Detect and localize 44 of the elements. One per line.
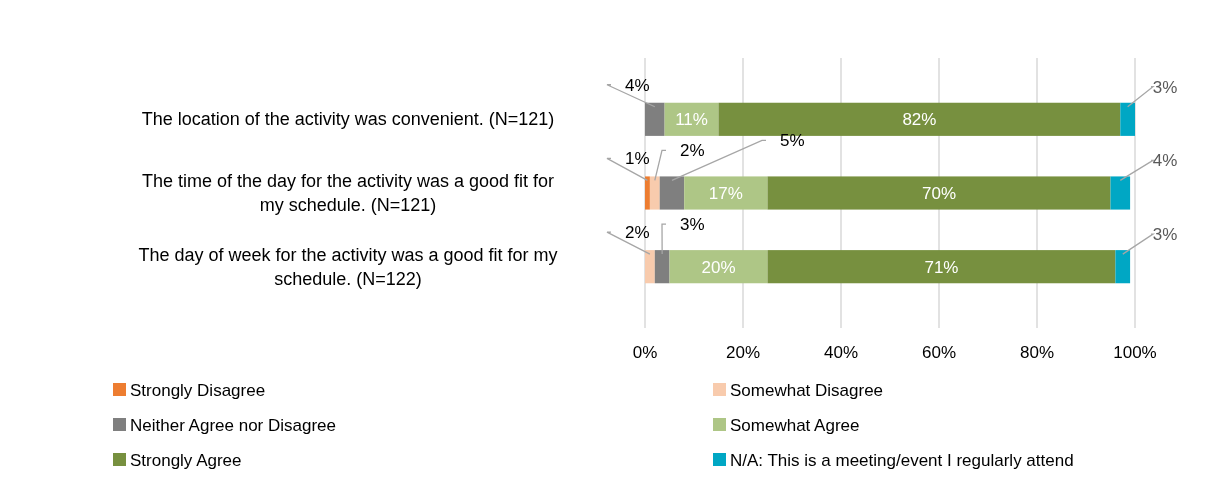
bar (645, 102, 665, 136)
data-label: 71% (924, 257, 959, 277)
data-label: 1% (625, 149, 650, 169)
data-label: 20% (701, 257, 736, 277)
bar (645, 176, 650, 210)
legend-label: Somewhat Disagree (730, 381, 884, 400)
data-label: 3% (1152, 225, 1178, 245)
data-label: 11% (675, 110, 708, 130)
bar (654, 250, 670, 284)
x-tick-label: 80% (1019, 343, 1055, 362)
x-tick-label: 0% (632, 343, 658, 362)
y-tick-label: The location of the activity was convenient. (N=121) (141, 109, 555, 130)
data-label: 4% (1152, 151, 1178, 171)
data-label: 2% (680, 141, 705, 161)
legend-label: Strongly Disagree (130, 381, 266, 400)
data-label: 17% (708, 184, 743, 203)
bar (767, 176, 1111, 210)
legend-label: Strongly Agree (130, 451, 242, 470)
data-label: 4% (625, 75, 650, 95)
x-tick-label: 40% (823, 343, 859, 362)
y-tick-label: The day of week for the activity was a good fit for my schedule. (N=122) (138, 244, 558, 289)
bar (659, 176, 685, 210)
data-label: 3% (680, 215, 705, 235)
bar (649, 176, 660, 210)
legend-label: Somewhat Agree (730, 416, 860, 435)
legend-label: N/A: This is a meeting/event I regularly attend (730, 451, 1074, 470)
x-tick-label: 20% (725, 343, 761, 362)
data-label: 2% (625, 223, 650, 243)
data-label: 5% (780, 131, 805, 151)
data-label: 82% (902, 110, 937, 130)
bar (645, 250, 655, 284)
bar (669, 250, 768, 284)
bar (718, 102, 1121, 136)
x-tick-label: 60% (921, 343, 957, 362)
y-tick-label: The time of the day for the activity was a good fit for my schedule. (N=121) (141, 171, 555, 215)
bar (684, 176, 768, 210)
legend-label: Neither Agree nor Disagree (130, 416, 337, 435)
data-label: 70% (921, 184, 957, 203)
data-label: 3% (1152, 77, 1178, 97)
bar (1120, 102, 1135, 136)
bar (1110, 176, 1131, 210)
bar (767, 250, 1116, 284)
bar (1115, 250, 1131, 284)
x-tick-label: 100% (1113, 343, 1157, 362)
